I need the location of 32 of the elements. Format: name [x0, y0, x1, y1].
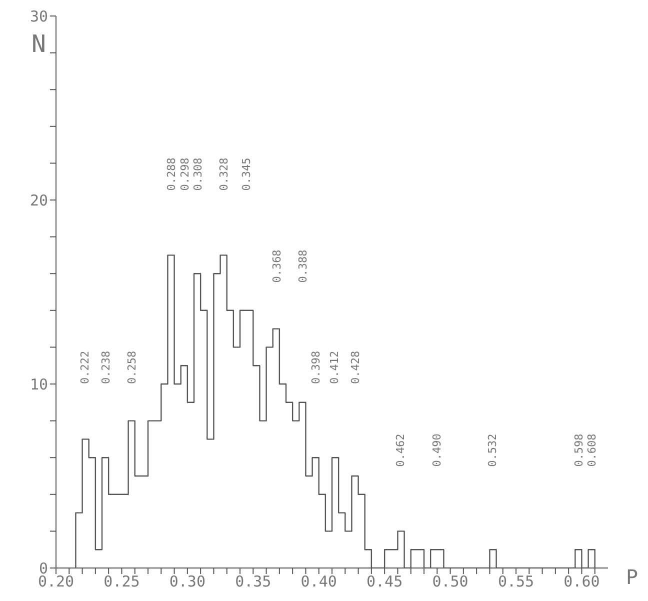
annotation: 0.328: [218, 158, 231, 191]
y-axis-title: N: [32, 30, 46, 58]
x-tick-label: 0.55: [498, 572, 534, 591]
annotation: 0.490: [430, 434, 444, 467]
x-tick-label: 0.20: [38, 572, 74, 591]
x-tick-label: 0.35: [235, 572, 272, 591]
annotation: 0.222: [78, 350, 92, 384]
annotation: 0.462: [394, 434, 407, 467]
annotation: 0.532: [486, 434, 499, 467]
annotation: 0.345: [240, 158, 254, 191]
x-tick-label: 0.25: [104, 572, 140, 591]
annotation: 0.428: [349, 350, 362, 384]
x-tick-label: 0.30: [169, 572, 206, 591]
annotation: 0.258: [126, 350, 139, 384]
annotation: 0.412: [328, 350, 342, 384]
x-tick-label: 0.60: [564, 572, 600, 591]
annotation: 0.598: [572, 434, 586, 467]
annotation: 0.398: [310, 350, 323, 384]
annotation: 0.388: [296, 250, 310, 283]
annotation: 0.238: [99, 350, 112, 384]
x-tick-label: 0.40: [300, 572, 337, 591]
annotation: 0.608: [586, 434, 599, 467]
y-tick-label: 10: [30, 375, 48, 394]
x-tick-label: 0.50: [432, 572, 468, 591]
annotation: 0.288: [165, 158, 178, 191]
y-tick-label: 20: [30, 191, 48, 210]
annotation: 0.298: [178, 158, 192, 191]
y-tick-label: 30: [30, 7, 48, 26]
annotation: 0.368: [270, 250, 284, 283]
x-tick-label: 0.45: [366, 572, 403, 591]
x-axis-title: P: [626, 565, 638, 589]
annotation: 0.308: [191, 158, 204, 191]
